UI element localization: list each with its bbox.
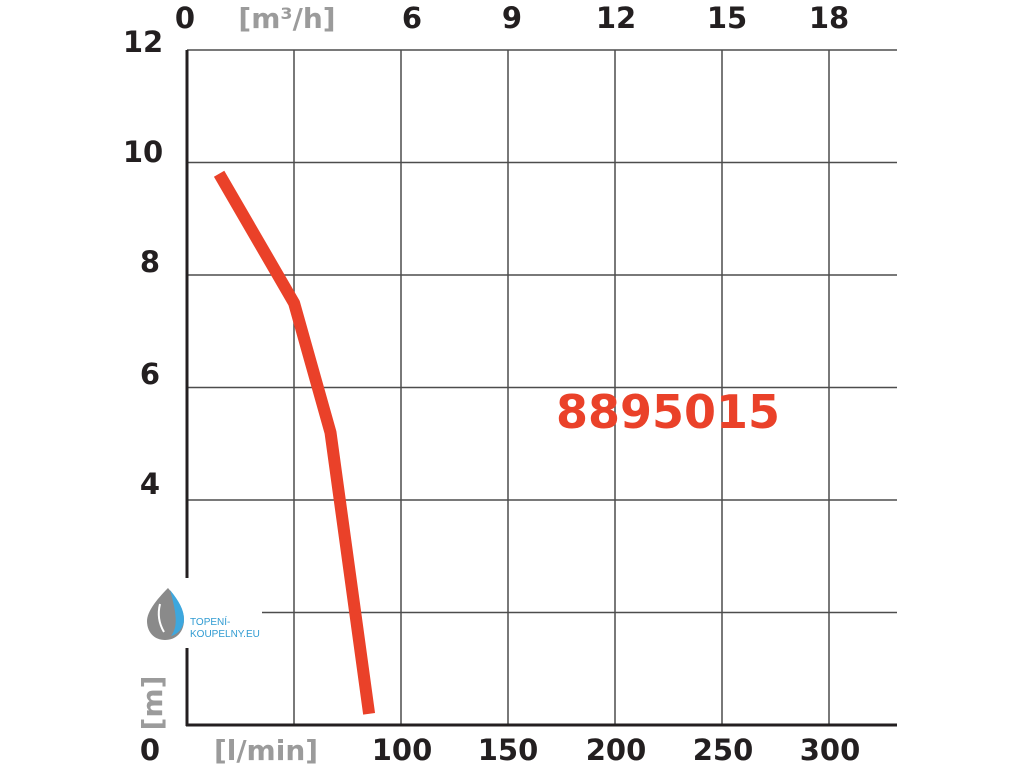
grid	[187, 49, 897, 725]
bottom-tick-200: 200	[586, 733, 647, 767]
y-axis-unit: [m]	[136, 676, 169, 731]
watermark-line2: KOUPELNY.EU	[190, 629, 260, 640]
drop-logo-icon	[147, 588, 184, 640]
top-axis-unit: [m³/h]	[238, 2, 335, 35]
bottom-tick-100: 100	[372, 733, 433, 767]
watermark-line1: TOPENÍ-	[190, 615, 230, 628]
bottom-axis-unit: [l/min]	[214, 734, 318, 767]
top-tick-18: 18	[809, 1, 849, 35]
y-tick-8: 8	[140, 245, 160, 279]
y-tick-6: 6	[140, 357, 160, 391]
y-tick-4: 4	[140, 467, 160, 501]
y-tick-12: 12	[123, 25, 163, 59]
model-number: 8895015	[556, 385, 780, 439]
bottom-tick-250: 250	[693, 733, 754, 767]
top-tick-9: 9	[502, 1, 522, 35]
bottom-tick-150: 150	[478, 733, 539, 767]
bottom-tick-300: 300	[800, 733, 861, 767]
top-tick-15: 15	[707, 1, 747, 35]
top-tick-12: 12	[596, 1, 636, 35]
bottom-tick-0: 0	[140, 733, 160, 767]
y-tick-10: 10	[123, 135, 163, 169]
series-line	[213, 170, 376, 715]
top-tick-6: 6	[402, 1, 422, 35]
top-tick-0: 0	[175, 1, 195, 35]
